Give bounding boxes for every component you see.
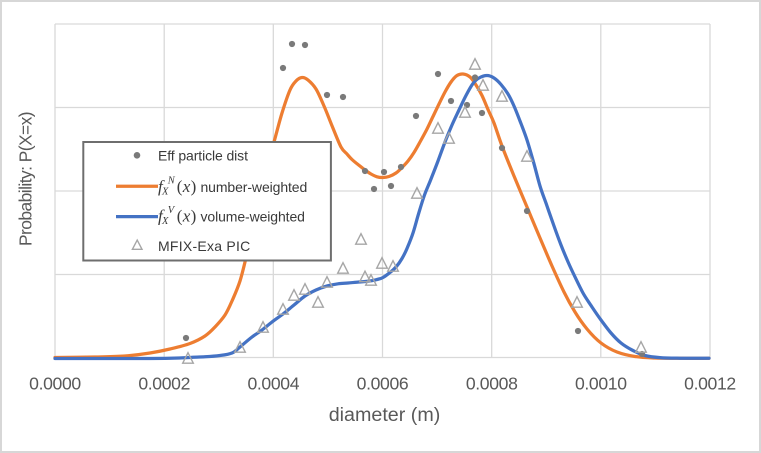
svg-text:0.0004: 0.0004	[247, 373, 299, 393]
svg-text:MFIX-Exa PIC: MFIX-Exa PIC	[158, 238, 250, 254]
svg-text:X: X	[161, 216, 169, 227]
svg-text:0.0006: 0.0006	[357, 373, 409, 393]
svg-text:number-weighted: number-weighted	[201, 179, 308, 195]
svg-text:x: x	[182, 177, 191, 196]
svg-text:(: (	[177, 177, 183, 196]
svg-text:Eff particle dist: Eff particle dist	[158, 148, 248, 164]
svg-text:f: f	[158, 207, 165, 226]
svg-text:0.0002: 0.0002	[138, 373, 190, 393]
svg-text:x: x	[182, 207, 191, 226]
svg-text:): )	[191, 207, 197, 226]
svg-text:f: f	[158, 177, 165, 196]
svg-text:diameter (m): diameter (m)	[329, 404, 441, 426]
svg-text:V: V	[168, 205, 176, 216]
svg-text:X: X	[161, 187, 169, 198]
svg-text:(: (	[177, 207, 183, 226]
svg-text:N: N	[167, 176, 176, 187]
svg-text:Probability: P(X=x): Probability: P(X=x)	[16, 112, 36, 246]
svg-text:0.0012: 0.0012	[684, 373, 736, 393]
svg-text:0.0000: 0.0000	[29, 373, 81, 393]
svg-text:0.0008: 0.0008	[466, 373, 518, 393]
svg-text:0.0010: 0.0010	[575, 373, 627, 393]
svg-text:): )	[191, 177, 197, 196]
svg-text:volume-weighted: volume-weighted	[201, 209, 305, 225]
